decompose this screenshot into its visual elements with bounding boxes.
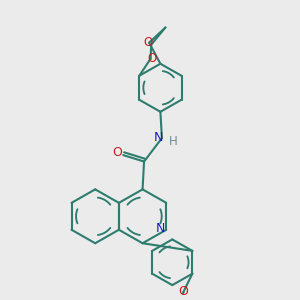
Text: O: O — [143, 36, 152, 49]
Text: N: N — [154, 131, 163, 144]
Text: H: H — [169, 135, 178, 148]
Text: O: O — [148, 52, 157, 65]
Text: O: O — [112, 146, 122, 159]
Text: O: O — [178, 285, 188, 298]
Text: N: N — [156, 222, 165, 236]
